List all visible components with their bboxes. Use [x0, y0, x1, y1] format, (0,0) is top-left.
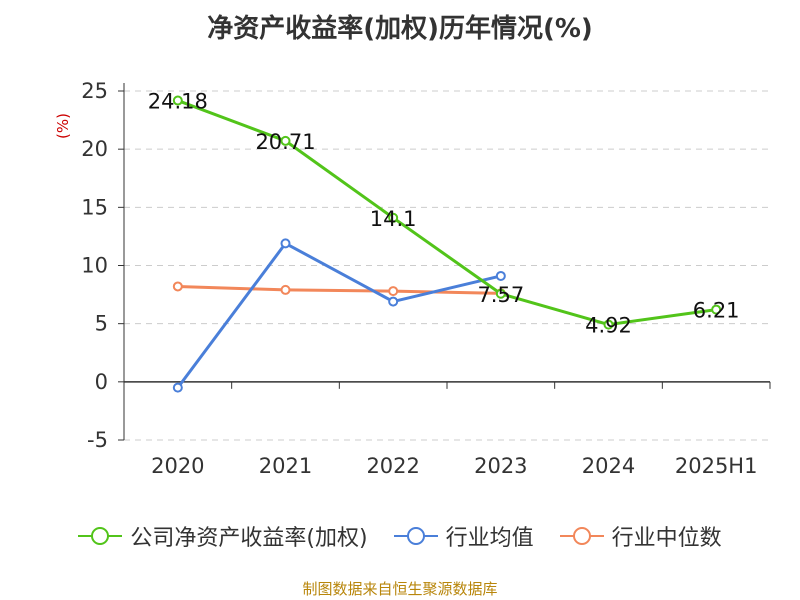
data-point-series-2	[280, 284, 291, 295]
legend-label-company: 公司净资产收益率(加权)	[130, 526, 368, 551]
data-point-series-0	[280, 135, 291, 146]
x-tick-label: 2020	[151, 454, 204, 478]
legend-item-industry-median[interactable]: 行业中位数	[559, 520, 722, 552]
x-tick-label: 2021	[259, 454, 312, 478]
series-line-0	[177, 99, 717, 327]
legend-swatch-industry-avg	[393, 527, 438, 545]
data-label: 14.1	[370, 207, 417, 231]
x-tick-label: 2022	[366, 454, 419, 478]
data-label: 7.57	[477, 283, 524, 307]
y-tick-label: 0	[95, 370, 108, 394]
source-note: 制图数据来自恒生聚源数据库	[302, 580, 498, 598]
y-tick-label: 5	[95, 312, 108, 336]
data-point-series-0	[711, 304, 722, 315]
series-line-2	[177, 284, 501, 295]
data-point-series-2	[388, 286, 399, 297]
data-point-series-1	[388, 296, 399, 307]
data-point-series-1	[172, 382, 183, 393]
x-tick-label: 2024	[582, 454, 635, 478]
legend-label-industry-median: 行业中位数	[611, 526, 722, 551]
data-label: 24.18	[148, 90, 208, 114]
plot-area: -5 0 5 10 15 20 25 (%) 2020 2021 2022 2023 2024 2025H…	[54, 79, 771, 478]
data-point-series-0	[388, 212, 399, 223]
legend-item-company[interactable]: 公司净资产收益率(加权)	[78, 520, 368, 552]
data-point-series-0	[603, 319, 614, 330]
legend-item-industry-avg[interactable]: 行业均值	[393, 520, 534, 552]
y-tick-label: 15	[81, 195, 108, 219]
series-line-1	[176, 241, 502, 389]
data-point-series-0	[172, 95, 183, 106]
legend-swatch-industry-median	[559, 527, 604, 545]
data-label: 4.92	[585, 314, 632, 338]
y-axis-label: (%)	[54, 113, 72, 139]
data-point-series-0	[495, 288, 506, 299]
data-point-series-2	[172, 281, 183, 292]
data-point-series-1	[495, 270, 506, 281]
legend: 公司净资产收益率(加权) 行业均值 行业中位数	[0, 520, 800, 552]
legend-label-industry-avg: 行业均值	[445, 526, 534, 551]
chart-title: 净资产收益率(加权)历年情况(%)	[207, 14, 593, 44]
x-tick-label: 2025H1	[675, 454, 758, 478]
y-tick-label: 25	[81, 79, 108, 103]
x-tick-label: 2023	[474, 454, 527, 478]
y-tick-label: 10	[81, 254, 108, 278]
y-tick-label: 20	[81, 137, 108, 161]
legend-swatch-company	[78, 527, 123, 545]
y-tick-label: -5	[87, 428, 108, 452]
data-label: 6.21	[693, 299, 740, 323]
data-point-series-1	[280, 238, 291, 249]
data-label: 20.71	[255, 130, 315, 154]
